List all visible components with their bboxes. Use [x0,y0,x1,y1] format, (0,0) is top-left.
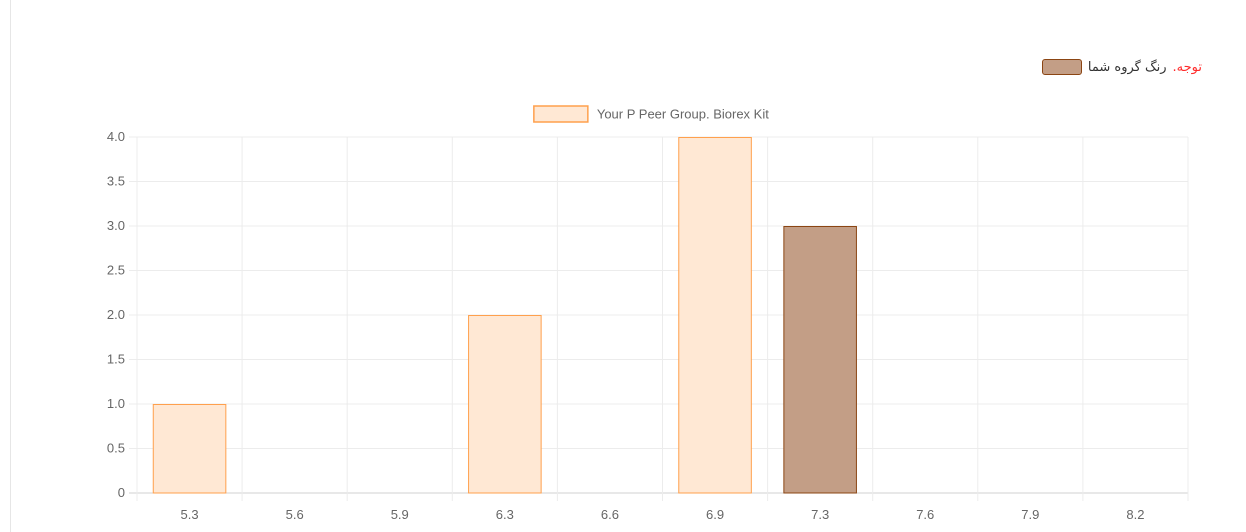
x-tick-label: 6.3 [496,507,514,522]
x-tick-label: 7.9 [1021,507,1039,522]
y-tick-label: 0.5 [107,441,125,456]
x-tick-label: 6.6 [601,507,619,522]
x-tick-label: 5.6 [286,507,304,522]
y-tick-label: 3.5 [107,174,125,189]
y-tick-label: 0 [118,485,125,500]
group-color-swatch [1041,59,1082,75]
group-color-note: توجه. رنگ گروه شما [1041,59,1202,75]
y-tick-label: 1.0 [107,396,125,411]
x-tick-label: 7.3 [811,507,829,522]
bar [468,315,542,494]
x-tick-label: 7.6 [916,507,934,522]
bar [678,137,752,494]
y-tick-label: 4.0 [107,129,125,144]
note-text: رنگ گروه شما [1087,59,1167,75]
legend-swatch [533,105,589,123]
x-tick-label: 8.2 [1126,507,1144,522]
y-tick-label: 1.5 [107,352,125,367]
bar [152,404,227,494]
y-tick-label: 3.0 [107,218,125,233]
y-tick-label: 2.5 [107,263,125,278]
highlighted-bar [783,226,857,494]
y-tick-label: 2.0 [107,307,125,322]
left-border-line [10,0,11,532]
x-tick-label: 6.9 [706,507,724,522]
x-tick-label: 5.9 [391,507,409,522]
legend-label: Your P Peer Group. Biorex Kit [597,107,769,122]
x-tick-label: 5.3 [181,507,199,522]
note-label: توجه. [1172,59,1202,75]
